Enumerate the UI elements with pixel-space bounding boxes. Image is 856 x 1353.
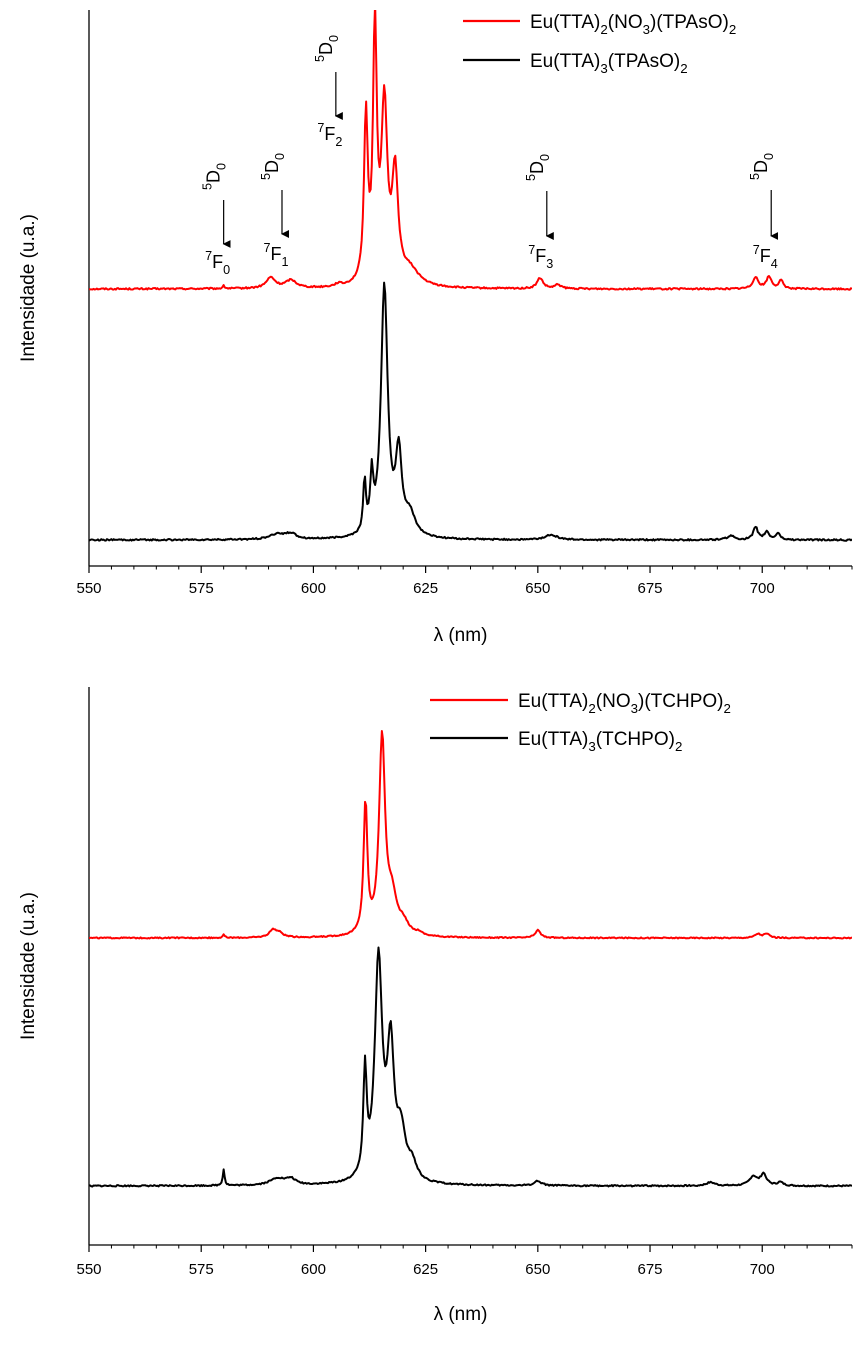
x-tick-label: 600 [301, 1261, 326, 1278]
x-tick-label: 575 [189, 580, 214, 597]
legend-label: Eu(TTA)2(NO3)(TPAsO)2 [530, 12, 736, 37]
bottom-emission-spectrum-chart: 550 575 600 625 650 675 700 λ (nm) Intensidade (… [18, 687, 853, 1325]
series-line-red [89, 729, 852, 940]
transition-upper-level-label: 5D0 [524, 154, 552, 181]
legend-label: Eu(TTA)2(NO3)(TCHPO)2 [518, 691, 731, 716]
y-axis-label: Intensidade (u.a.) [18, 892, 39, 1040]
transition-annotation: 5D0 7F0 [201, 163, 231, 277]
x-tick-label: 625 [413, 1261, 438, 1278]
x-axis-label: λ (nm) [434, 1304, 488, 1325]
x-tick-label: 550 [76, 580, 101, 597]
legend: Eu(TTA)2(NO3)(TCHPO)2 Eu(TTA)3(TCHPO)2 [430, 691, 731, 754]
transition-upper-level-label: 5D0 [201, 163, 229, 190]
x-tick-label: 550 [76, 1261, 101, 1278]
transition-lower-level-label: 7F0 [205, 249, 230, 277]
x-tick-label: 650 [525, 580, 550, 597]
legend-label: Eu(TTA)3(TCHPO)2 [518, 729, 682, 754]
series-line-red [89, 10, 852, 291]
transition-lower-level-label: 7F4 [753, 243, 778, 271]
transition-upper-level-label: 5D0 [259, 153, 287, 180]
transition-upper-level-label: 5D0 [313, 35, 341, 62]
series-line-black [89, 281, 852, 542]
x-tick-label: 700 [750, 1261, 775, 1278]
transition-annotation: 5D0 7F1 [259, 153, 289, 269]
top-emission-spectrum-chart: 550 575 600 625 650 675 700 λ (nm) Intensidade (… [18, 10, 853, 646]
x-tick-label: 650 [525, 1261, 550, 1278]
x-tick-label: 625 [413, 580, 438, 597]
legend-label: Eu(TTA)3(TPAsO)2 [530, 51, 688, 76]
y-axis-label: Intensidade (u.a.) [18, 214, 39, 362]
transition-lower-level-label: 7F3 [528, 243, 553, 271]
series-line-black [89, 946, 852, 1188]
x-tick-label: 675 [638, 580, 663, 597]
transition-annotation: 5D0 7F2 [313, 35, 343, 149]
transition-upper-level-label: 5D0 [748, 153, 776, 180]
x-tick-label: 675 [638, 1261, 663, 1278]
transition-lower-level-label: 7F2 [317, 121, 342, 149]
x-tick-label: 575 [189, 1261, 214, 1278]
x-tick-label: 600 [301, 580, 326, 597]
transition-annotation: 5D0 7F3 [524, 154, 554, 271]
legend: Eu(TTA)2(NO3)(TPAsO)2 Eu(TTA)3(TPAsO)2 [463, 12, 736, 76]
x-axis-label: λ (nm) [434, 625, 488, 646]
transition-annotation: 5D0 7F4 [748, 153, 779, 271]
transition-lower-level-label: 7F1 [263, 241, 288, 269]
x-tick-label: 700 [750, 580, 775, 597]
